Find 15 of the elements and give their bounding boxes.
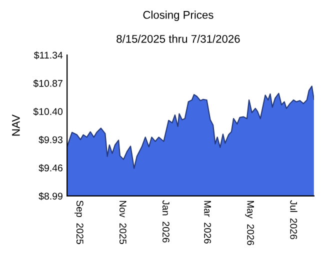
y-tick-label: $11.34 [34,51,63,60]
chart-subtitle: 8/15/2025 thru 7/31/2026 [116,34,240,43]
x-tick-label: Nov 2025 [119,200,126,244]
y-axis-title: NAV [12,114,20,136]
x-tick-label: Mar 2026 [204,200,212,244]
x-tick-label: Sep 2025 [74,200,84,244]
y-tick-label: $8.99 [38,192,62,200]
x-tick-label: Jul 2026 [290,200,298,240]
y-tick-label: $9.93 [38,136,62,144]
y-tick-label: $9.46 [38,164,62,172]
y-tick-label: $10.40 [33,108,63,116]
chart-title: Closing Prices [143,10,214,21]
x-tick-label: May 2026 [245,200,254,246]
x-tick-label: Jan 2026 [162,200,170,242]
y-tick-label: $10.87 [33,80,62,88]
